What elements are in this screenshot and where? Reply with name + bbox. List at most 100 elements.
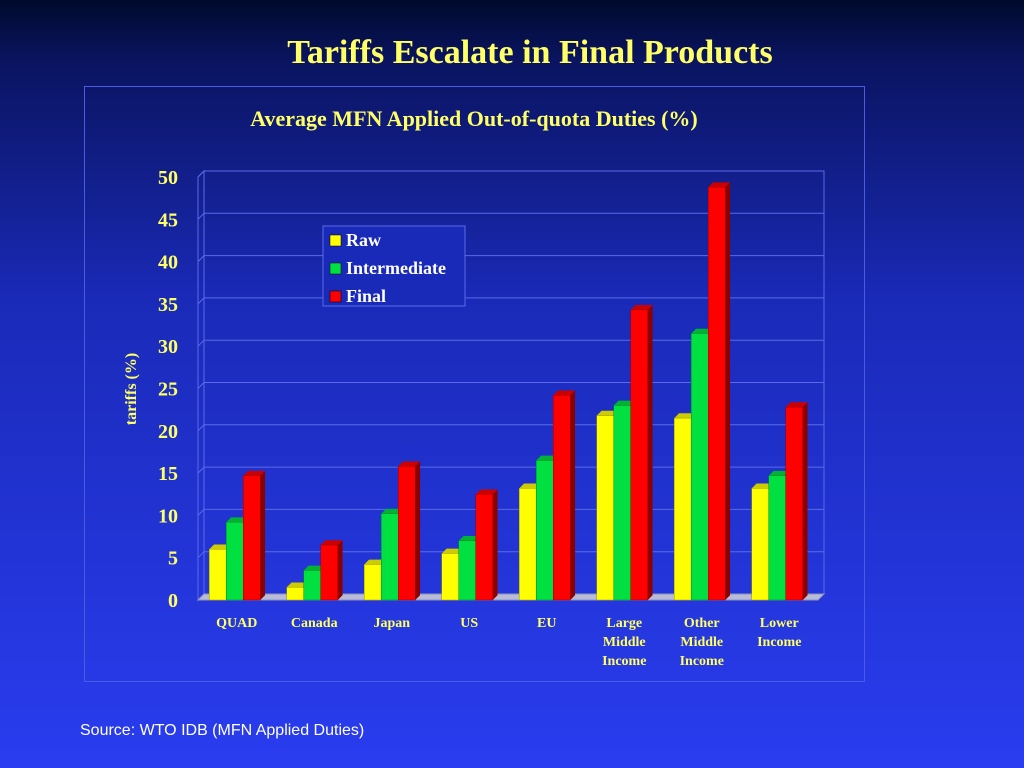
y-tick-label: 30 (158, 336, 178, 358)
y-tick-label: 45 (158, 209, 178, 231)
bar-top (708, 182, 731, 188)
bar-top (691, 328, 714, 334)
legend-label: Intermediate (346, 258, 446, 278)
x-category-label-line: US (460, 616, 478, 631)
x-category-label-line: QUAD (216, 616, 257, 631)
gridline (197, 212, 824, 220)
bar-final (630, 309, 648, 601)
bar-top (596, 410, 619, 416)
bar-top (286, 582, 309, 588)
x-category-label: Large Middle Income (602, 616, 646, 669)
bar-raw (286, 587, 304, 601)
legend-box (322, 225, 466, 307)
gridline (197, 170, 824, 178)
x-category-label-line: Middle (603, 635, 646, 650)
bar-top (613, 400, 636, 406)
bar-raw (364, 564, 382, 601)
gridline (197, 466, 824, 474)
bar-top (364, 559, 387, 565)
bar-final (398, 466, 416, 601)
bar-side (647, 305, 653, 600)
bar-raw (441, 553, 459, 601)
bar-top (785, 402, 808, 408)
gridline (197, 339, 824, 347)
legend-swatch (329, 234, 342, 247)
bar-final (553, 395, 571, 601)
bar-final (708, 186, 726, 601)
bar-top (398, 461, 421, 467)
legend-swatch (329, 290, 342, 303)
bar-raw (209, 548, 227, 601)
bar-side (802, 402, 808, 600)
bar-top (303, 565, 326, 571)
bar-side (570, 390, 576, 600)
x-category-label-line: Income (680, 654, 724, 669)
x-category-label: Other Middle Income (680, 616, 724, 669)
y-tick-label: 35 (158, 294, 178, 316)
y-tick-label: 40 (158, 252, 178, 274)
x-category-label: EU (537, 616, 556, 631)
bar-top (536, 455, 559, 461)
x-category-label: US (460, 616, 478, 631)
bar-side (725, 182, 731, 601)
x-category-label-line: Middle (680, 635, 723, 650)
y-tick-label: 50 (158, 167, 178, 189)
bar-final (320, 544, 338, 601)
legend-label: Raw (346, 230, 381, 250)
bar-side (415, 461, 421, 600)
bar-side (337, 540, 343, 600)
bar-top (243, 470, 266, 476)
bar-top (519, 483, 542, 489)
bar-top (320, 540, 343, 546)
gridline (197, 382, 824, 389)
bar-top (209, 544, 232, 550)
y-tick-label: 10 (158, 505, 178, 527)
legend-label: Final (346, 286, 386, 306)
bar-intermediate (768, 475, 786, 601)
x-category-label-line: Income (602, 654, 646, 669)
bar-intermediate (303, 570, 321, 601)
source-note: Source: WTO IDB (MFN Applied Duties) (80, 722, 365, 739)
gridline (197, 424, 824, 432)
x-category-label-line: Japan (373, 616, 410, 631)
bar-raw (674, 417, 692, 601)
bar-side (260, 470, 266, 600)
bar-intermediate (691, 333, 709, 601)
y-tick-label: 0 (168, 590, 178, 612)
bar-top (751, 483, 774, 489)
bar-top (674, 413, 697, 419)
slide-title: Tariffs Escalate in Final Products (287, 34, 773, 71)
bar-top (553, 390, 576, 396)
x-category-label-line: Lower (760, 616, 799, 631)
bar-side (492, 489, 498, 600)
bar-final (243, 475, 261, 601)
bar-raw (519, 488, 537, 601)
bar-raw (751, 488, 769, 601)
y-axis-title: tariffs (%) (123, 353, 140, 425)
bar-top (441, 548, 464, 554)
y-tick-label: 5 (168, 548, 178, 570)
bar-intermediate (226, 521, 244, 601)
gridline (197, 508, 824, 516)
gridline (197, 297, 824, 305)
x-category-label: Japan (373, 616, 410, 631)
chart-title: Average MFN Applied Out-of-quota Duties … (250, 106, 698, 131)
y-tick-label: 15 (158, 463, 178, 485)
bar-final (785, 406, 803, 601)
bar-top (475, 489, 498, 495)
x-category-label-line: Other (684, 616, 720, 631)
bar-top (768, 470, 791, 476)
gridline (197, 255, 824, 262)
bar-intermediate (536, 460, 554, 601)
x-category-label: Lower Income (757, 616, 801, 650)
legend-swatch (329, 262, 342, 275)
x-category-label-line: Income (757, 635, 801, 650)
bar-top (630, 305, 653, 310)
bar-raw (596, 415, 614, 601)
bar-top (226, 517, 249, 523)
bar-intermediate (458, 540, 476, 601)
bar-final (475, 494, 493, 601)
bar-intermediate (613, 405, 631, 601)
x-category-label: QUAD (216, 616, 257, 631)
